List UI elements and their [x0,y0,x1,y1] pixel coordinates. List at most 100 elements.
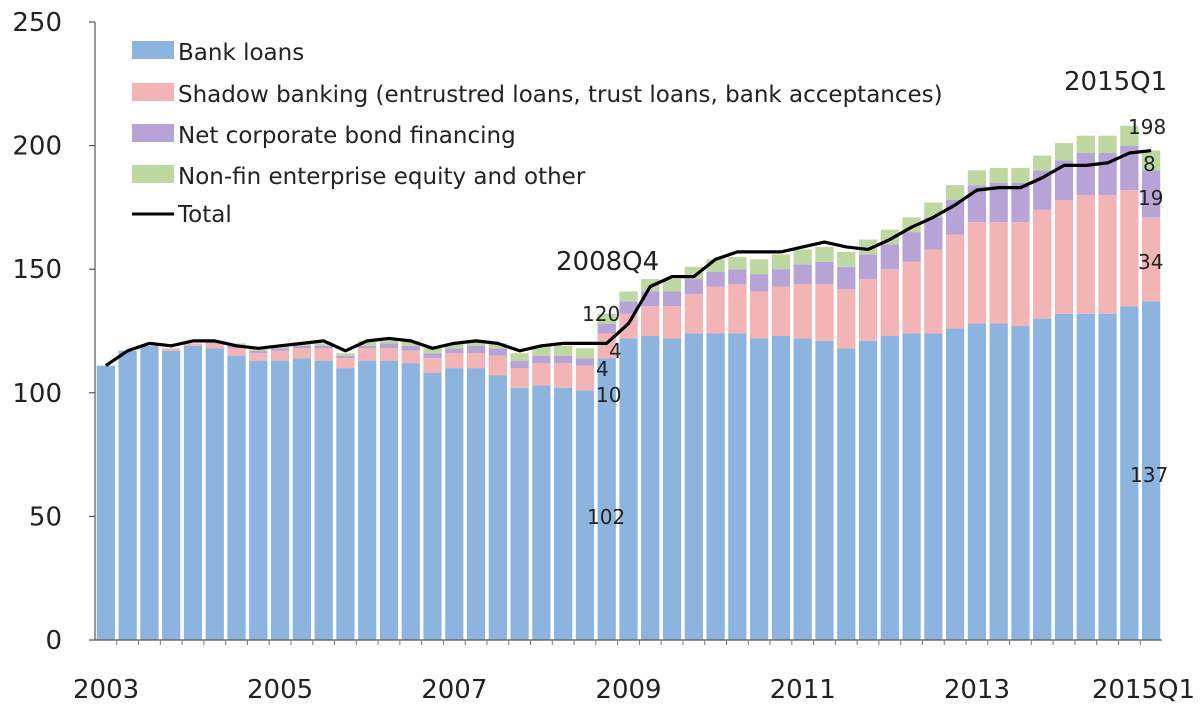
bar-equity-2010Q3 [750,259,769,275]
bar-bank-2004Q3 [227,355,246,640]
bar-shadow-2015Q1 [1141,217,1161,302]
bar-equity-2006Q2 [379,338,399,344]
x-tick-label-2007: 2007 [421,675,487,705]
bar-bank-2008Q1 [532,385,551,640]
bar-bond-2013Q3 [1011,182,1030,223]
bar-shadow-2011Q2 [815,284,834,341]
bar-bank-2006Q1 [358,360,377,640]
bar-shadow-2007Q2 [466,353,486,369]
bar-equity-2009Q1 [619,291,638,302]
bar-equity-2009Q3 [662,279,682,292]
x-tick-label-2015Q1: 2015Q1 [1092,675,1195,705]
bar-shadow-2005Q3 [314,348,333,361]
bar-shadow-2010Q3 [750,291,769,339]
bar-bond-2012Q2 [902,232,921,262]
bar-shadow-2012Q3 [924,249,943,334]
axes: 0 50 100 150 200 250 2003 2005 2007 2009 2011 2013 2… [12,8,1195,705]
bar-bond-2007Q3 [488,348,507,356]
bar-shadow-2008Q1 [532,363,551,386]
bar-shadow-2011Q3 [837,288,856,349]
bar-equity-2007Q2 [466,340,486,346]
bar-equity-2006Q4 [423,348,442,354]
legend-swatch-bank [132,41,174,59]
bar-bank-2014Q4 [1120,306,1139,640]
legend: Bank loans Shadow banking (entrustred lo… [132,40,943,228]
bar-bank-2009Q2 [641,335,660,640]
bar-bank-2010Q2 [728,333,747,640]
bar-shadow-2013Q1 [967,222,987,324]
bar-bond-2005Q2 [292,345,312,349]
x-tick-label-2013: 2013 [944,675,1010,705]
bar-bond-2015Q1 [1141,170,1161,218]
bar-shadow-2006Q3 [401,350,420,364]
bar-bond-2004Q4 [249,350,268,354]
annotation-2015q1-equity: 8 [1143,152,1156,176]
bar-bank-2010Q1 [706,333,725,640]
legend-label-bond: Net corporate bond financing [178,123,516,149]
annotation-2008q4-bond: 4 [596,357,609,381]
bar-shadow-2013Q3 [1011,222,1030,327]
bar-bond-2006Q4 [423,353,442,359]
bar-bond-2009Q4 [684,279,703,294]
bar-bank-2005Q2 [292,358,312,640]
bar-bank-2006Q4 [423,373,442,640]
bar-bank-2013Q3 [1011,326,1030,640]
bar-bank-2009Q3 [662,338,682,640]
bar-shadow-2014Q2 [1076,195,1095,314]
bar-shadow-2004Q3 [227,348,246,356]
bar-bond-2005Q4 [336,355,355,359]
bar-equity-2014Q3 [1098,135,1117,154]
legend-label-total: Total [177,202,232,228]
y-tick-label-200: 200 [12,132,62,162]
legend-swatch-shadow [132,83,174,101]
bar-shadow-2009Q1 [619,313,638,339]
bar-equity-2013Q1 [967,170,987,186]
bar-equity-2006Q3 [401,340,420,346]
bar-bank-2012Q3 [924,333,943,640]
bar-bond-2010Q4 [771,269,791,287]
bar-shadow-2012Q2 [902,261,921,334]
bar-bond-2007Q1 [445,348,464,354]
bar-bank-2004Q2 [205,348,224,640]
bar-bond-2006Q2 [379,343,399,349]
bar-shadow-2004Q4 [249,353,268,361]
bar-bond-2010Q2 [728,269,747,285]
bar-bond-2014Q2 [1076,153,1095,196]
bar-shadow-2014Q4 [1120,190,1139,307]
bar-equity-2010Q2 [728,256,747,270]
bar-bank-2014Q2 [1076,313,1095,640]
bar-bank-2014Q1 [1054,313,1074,640]
bar-shadow-2005Q2 [292,348,312,359]
bar-shadow-2010Q1 [706,286,725,334]
bar-bank-2010Q3 [750,338,769,640]
bar-bond-2008Q1 [532,355,551,364]
annotations: 2008Q4 120 4 4 10 102 2015Q1 198 8 19 34… [556,67,1168,529]
bar-equity-2014Q2 [1076,135,1095,154]
bar-bond-2006Q3 [401,345,420,351]
bar-shadow-2010Q4 [771,286,791,336]
bar-shadow-2005Q4 [336,358,355,369]
bar-bond-2006Q1 [358,345,377,349]
bar-bond-2008Q3 [575,358,595,366]
bar-equity-2011Q2 [815,246,834,262]
bar-equity-2005Q3 [314,343,333,346]
y-tick-label-150: 150 [12,255,62,285]
bar-shadow-2013Q4 [1033,209,1052,319]
bar-bank-2007Q4 [510,387,529,640]
bar-bond-2011Q1 [793,264,812,285]
bar-bank-2007Q1 [445,368,464,640]
bar-equity-2012Q4 [945,185,965,200]
bar-bond-2009Q1 [619,301,638,314]
bar-equity-2005Q4 [336,353,355,356]
bar-bond-2013Q2 [989,182,1008,223]
bar-bank-2008Q3 [575,390,595,640]
x-tick-label-2009: 2009 [595,675,661,705]
annotation-2015q1-shadow: 34 [1138,250,1163,274]
bar-bond-2010Q3 [750,274,769,292]
bar-bank-2010Q4 [771,335,791,640]
bar-shadow-2007Q3 [488,355,507,376]
bar-bank-2004Q1 [183,345,203,640]
annotation-2008q4-total: 120 [582,302,620,326]
bar-equity-2010Q4 [771,254,791,270]
